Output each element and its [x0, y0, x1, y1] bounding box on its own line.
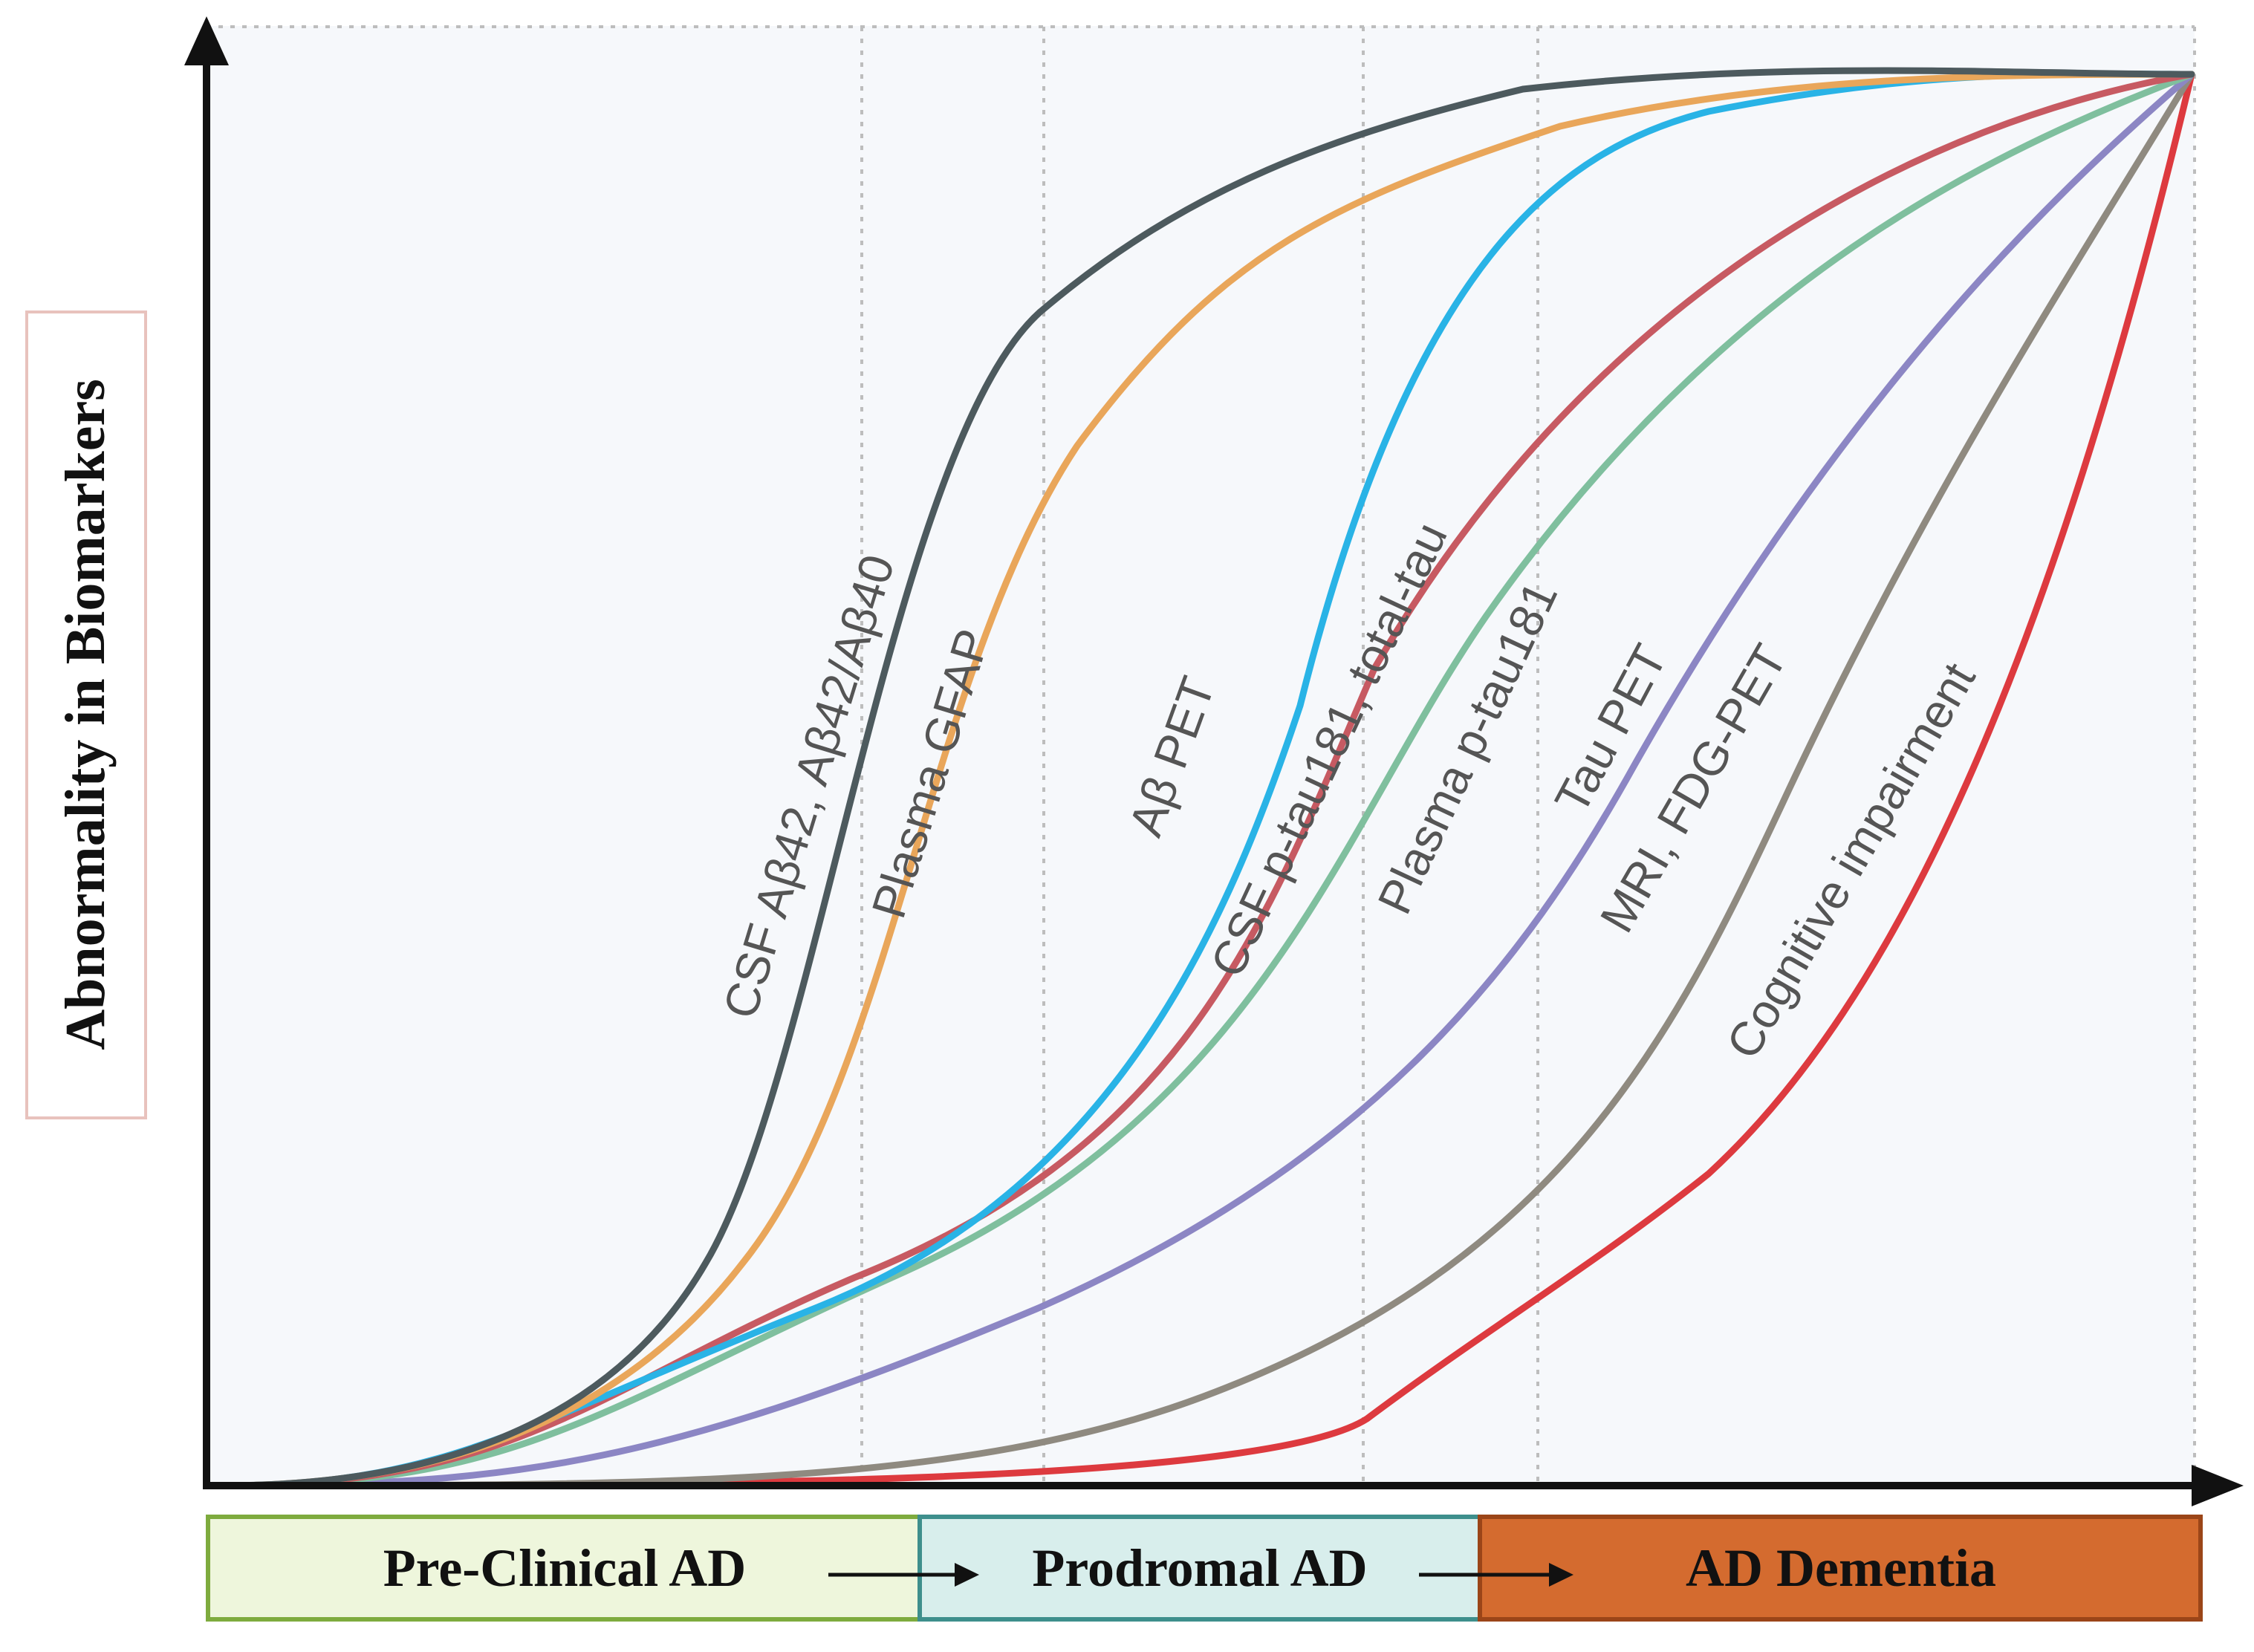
stage-prodromal — [917, 1515, 1482, 1622]
curve-plasma-gfap — [219, 71, 2195, 1489]
curve-plasma-p-tau181 — [219, 71, 2195, 1489]
stage-ad-dementia-label: AD Dementia — [1686, 1538, 1996, 1598]
y-axis-label-box — [25, 310, 147, 1119]
stage-prodromal-label: Prodromal AD — [1032, 1538, 1367, 1598]
y-axis-arrowhead — [184, 16, 229, 65]
stage-arrow-1-head — [955, 1563, 979, 1587]
stage-ad-dementia — [1478, 1515, 2203, 1622]
y-axis-label: Abnormality in Biomarkers — [54, 379, 117, 1050]
curve-mri-fdg-pet — [219, 71, 2195, 1489]
plot-area — [207, 26, 2195, 1486]
curve-csf-abeta42 — [219, 67, 2195, 1489]
curve-tau-pet — [219, 71, 2195, 1489]
curve-cognitive-impairment — [219, 71, 2195, 1489]
x-axis-arrowhead — [2192, 1465, 2244, 1506]
curve-csf-p-tau181-total-tau — [219, 71, 2195, 1489]
stage-arrow-2-head — [1549, 1563, 1573, 1587]
stage-pre-clinical-label: Pre-Clinical AD — [383, 1538, 747, 1598]
curve-abeta-pet — [219, 70, 2195, 1489]
